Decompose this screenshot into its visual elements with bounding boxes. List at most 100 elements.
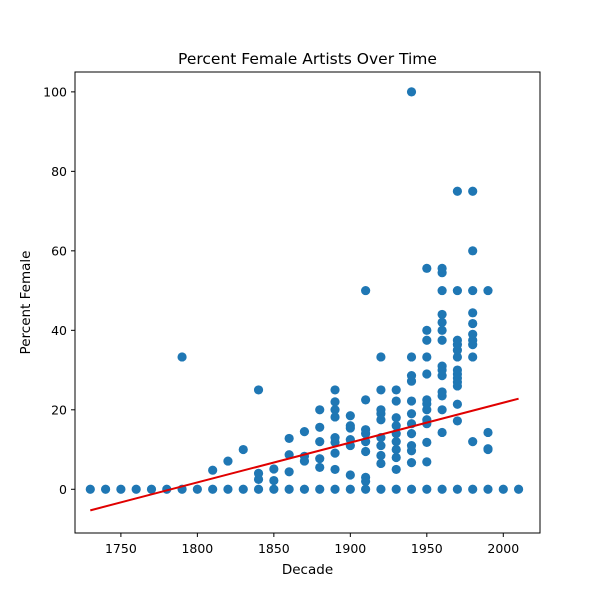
data-point (315, 436, 325, 447)
data-point (422, 335, 432, 345)
data-point (391, 396, 401, 406)
data-point (253, 385, 264, 395)
data-point (406, 371, 417, 381)
data-point (315, 405, 325, 415)
data-point (116, 484, 126, 494)
data-point (452, 352, 463, 362)
data-point (437, 427, 447, 438)
data-point (330, 433, 340, 443)
data-point (315, 422, 325, 432)
data-point (422, 437, 432, 447)
trend-layer (90, 397, 519, 512)
data-point (422, 484, 432, 494)
data-point (437, 325, 447, 335)
data-point (437, 309, 447, 320)
data-point (452, 335, 463, 345)
y-tick-label: 60 (51, 243, 67, 258)
data-point (238, 444, 248, 455)
data-point (345, 470, 355, 480)
data-point (376, 458, 386, 469)
data-point (376, 484, 386, 494)
data-point (284, 467, 294, 477)
data-point (376, 385, 386, 395)
data-point (361, 446, 371, 457)
data-point (391, 421, 401, 431)
y-tick-label: 20 (51, 402, 67, 417)
data-point (406, 484, 417, 494)
data-point (330, 397, 340, 407)
x-tick-label: 1800 (181, 541, 213, 556)
data-point (483, 427, 493, 438)
data-point (437, 335, 447, 345)
chart-title: Percent Female Artists Over Time (178, 50, 437, 68)
data-point (468, 484, 478, 494)
data-point (391, 444, 401, 455)
data-point (422, 325, 432, 335)
data-point (513, 484, 524, 494)
data-point (345, 484, 355, 494)
data-point (345, 411, 355, 421)
points-layer (85, 87, 524, 494)
data-point (330, 448, 340, 458)
data-point (361, 285, 371, 296)
data-point (468, 318, 478, 329)
y-tick-label: 80 (51, 164, 67, 179)
data-point (422, 263, 432, 273)
data-point (452, 399, 463, 409)
data-point (253, 468, 264, 478)
y-tick-label: 0 (59, 482, 67, 497)
y-tick-label: 40 (51, 323, 67, 338)
data-point (376, 352, 386, 362)
data-point (406, 409, 417, 419)
data-point (391, 452, 401, 463)
data-point (437, 387, 447, 397)
data-point (468, 308, 478, 318)
data-point (376, 440, 386, 451)
data-point (468, 436, 478, 447)
x-tick-label: 1750 (105, 541, 137, 556)
data-point (483, 285, 493, 296)
data-point (437, 317, 447, 327)
data-point (406, 352, 417, 362)
data-point (452, 285, 463, 296)
data-point (253, 484, 264, 494)
data-point (284, 484, 294, 494)
data-point (131, 484, 141, 494)
data-point (208, 484, 218, 494)
y-tick-label: 100 (43, 84, 67, 99)
data-point (406, 440, 417, 451)
data-point (269, 484, 279, 494)
data-point (100, 484, 111, 494)
data-point (376, 405, 386, 415)
data-point (361, 425, 371, 435)
data-point (452, 484, 463, 494)
x-tick-label: 1900 (334, 541, 366, 556)
data-point (391, 385, 401, 395)
y-axis-label: Percent Female (18, 251, 34, 355)
data-point (299, 427, 310, 437)
x-axis-label: Decade (282, 562, 333, 578)
data-point (330, 412, 340, 422)
data-point (406, 396, 417, 406)
axes-layer: 1750 1800 1850 1900 1950 2000 0 20 40 60 80 100 (43, 71, 541, 556)
data-point (452, 365, 463, 375)
data-point (422, 369, 432, 379)
data-point (269, 475, 279, 486)
data-point (223, 484, 233, 494)
data-point (361, 395, 371, 405)
data-point (330, 405, 340, 415)
data-point (422, 352, 432, 362)
data-point (315, 484, 325, 494)
data-point (483, 444, 493, 454)
data-point (269, 464, 279, 474)
data-point (376, 450, 386, 461)
data-point (330, 484, 340, 494)
x-tick-label: 1850 (258, 541, 290, 556)
x-tick-label: 1950 (411, 541, 443, 556)
data-point (406, 87, 417, 97)
data-point (406, 429, 417, 439)
data-point (468, 329, 478, 339)
data-point (238, 484, 248, 494)
data-point (315, 462, 325, 473)
